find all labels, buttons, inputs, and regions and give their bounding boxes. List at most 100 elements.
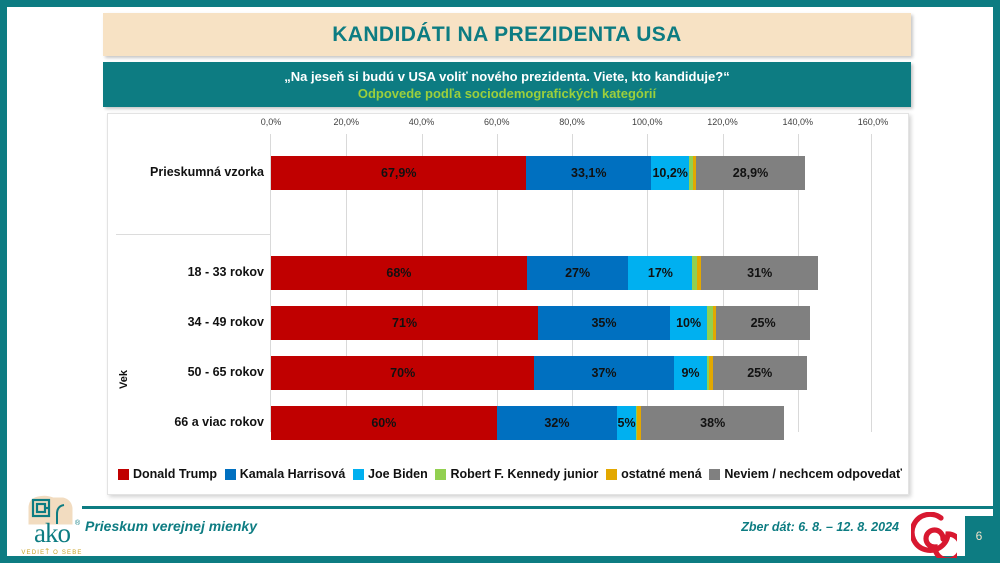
legend-item[interactable]: ostatné mená <box>606 467 702 481</box>
bar-segment: 10,2% <box>651 156 690 190</box>
bar-segment <box>692 256 697 290</box>
bar-value-label: 33,1% <box>571 166 607 180</box>
question-text: „Na jeseň si budú v USA voliť nového pre… <box>284 68 730 84</box>
ako-registered-mark: ® <box>75 520 81 527</box>
legend-swatch-icon <box>606 468 618 480</box>
bar-segment: 25% <box>712 356 807 390</box>
bar-segment: 9% <box>673 356 708 390</box>
bar-segment: 31% <box>701 256 818 290</box>
bar-segment <box>708 356 713 390</box>
legend-swatch-icon <box>435 468 447 480</box>
bar-value-label: 9% <box>681 366 700 380</box>
legend-swatch-icon <box>224 468 236 480</box>
legend-item[interactable]: Donald Trump <box>118 467 217 481</box>
bar-segment: 38% <box>641 406 785 440</box>
question-subtitle: Odpovede podľa sociodemografických kateg… <box>357 85 657 101</box>
bar-segment <box>713 306 717 340</box>
x-axis-tick: 120,0% <box>707 117 738 127</box>
bar-segment: 67,9% <box>271 156 527 190</box>
bar-value-label: 70% <box>390 366 416 380</box>
bar-value-label: 28,9% <box>732 166 769 180</box>
bar-segment: 70% <box>271 356 535 390</box>
legend-label: Neviem / nechcem odpovedať <box>724 467 902 481</box>
category-label: 50 - 65 rokov <box>187 365 264 379</box>
x-axis-tick: 140,0% <box>782 117 814 127</box>
bar-value-label: 67,9% <box>381 166 417 180</box>
bar-segment <box>696 256 702 290</box>
x-axis-tick: 20,0% <box>333 117 360 127</box>
legend-label: Donald Trump <box>133 467 218 481</box>
category-label: 34 - 49 rokov <box>187 315 264 329</box>
legend-label: ostatné mená <box>621 467 702 481</box>
ako-logo: ako ® VEDIEŤ O SEBE <box>15 494 87 564</box>
bar-segment: 32% <box>496 406 618 440</box>
chart-panel: 0,0% 20,0% 40,0% 60,0% 80,0% 100,0% 120,0% 140,… <box>107 113 909 495</box>
legend-item[interactable]: Robert F. Kennedy junior <box>435 467 598 481</box>
bar-value-label: 37% <box>591 366 617 380</box>
page-number-badge: 6 <box>965 516 993 556</box>
bar-segment: 33,1% <box>526 156 651 190</box>
legend-swatch-icon <box>118 468 129 480</box>
bar-segment: 5% <box>617 406 636 440</box>
bar-value-label: 32% <box>544 416 570 430</box>
legend-swatch-icon <box>709 468 721 480</box>
ako-head-icon <box>28 495 73 525</box>
chart-legend: Donald Trump Kamala Harrisová Joe Biden Rob… <box>118 464 902 484</box>
category-axis: Prieskumná vzorka 18 - 33 rokov 34 - 49 ro… <box>116 134 270 432</box>
bar-value-label: 10,2% <box>652 166 688 180</box>
bar-segment: 17% <box>628 256 693 290</box>
legend-swatch-icon <box>353 468 365 480</box>
legend-label: Joe Biden <box>368 467 428 481</box>
bar-row: 68% 27% 17% 31% <box>271 256 818 290</box>
bar-value-label: 25% <box>747 366 773 380</box>
bar-value-label: 38% <box>700 416 726 430</box>
page-number: 6 <box>975 529 983 543</box>
footer-left-text: Prieskum verejnej mienky <box>85 518 257 534</box>
bar-segment: 35% <box>538 306 670 340</box>
legend-label: Kamala Harrisová <box>239 467 346 481</box>
bar-row: 67,9% 33,1% 10,2% 28,9% <box>271 156 805 190</box>
legend-item[interactable]: Joe Biden <box>353 467 428 481</box>
footer-right-text: Zber dát: 6. 8. – 12. 8. 2024 <box>741 520 899 534</box>
slide-title-banner: KANDIDÁTI NA PREZIDENTA USA <box>103 13 911 56</box>
bar-segment: 27% <box>526 256 629 290</box>
x-axis-tick: 0,0% <box>260 117 282 127</box>
bar-segment: 37% <box>534 356 674 390</box>
legend-item[interactable]: Neviem / nechcem odpovedať <box>709 467 902 481</box>
bar-segment: 71% <box>271 306 539 340</box>
bar-value-label: 35% <box>591 316 617 330</box>
question-banner: „Na jeseň si budú v USA voliť nového pre… <box>103 62 911 107</box>
ako-wordmark: ako <box>34 518 71 548</box>
plot-area: 67,9% 33,1% 10,2% 28,9% 68% 27% 17% 31% 71% 35% 10… <box>271 134 871 440</box>
category-label: Prieskumná vzorka <box>150 165 264 179</box>
bar-segment: 25% <box>716 306 811 340</box>
bar-value-label: 71% <box>392 316 418 330</box>
category-label: 18 - 33 rokov <box>187 265 264 279</box>
x-axis-tick: 60,0% <box>483 117 510 127</box>
bar-segment <box>636 406 642 440</box>
x-axis-tick-labels: 0,0% 20,0% 40,0% 60,0% 80,0% 100,0% 120,0% 140,… <box>108 117 908 133</box>
red-spiral-logo-icon <box>911 512 957 558</box>
bar-segment: 60% <box>271 406 497 440</box>
bar-row: 60% 32% 5% 38% <box>271 406 785 440</box>
bar-value-label: 10% <box>676 316 702 330</box>
legend-label: Robert F. Kennedy junior <box>450 467 599 481</box>
footer-divider <box>82 506 994 509</box>
bar-value-label: 17% <box>647 266 673 280</box>
x-axis-tick: 160,0% <box>857 117 889 127</box>
axis-group-label-vek: Vek <box>118 370 130 389</box>
bar-row: 70% 37% 9% 25% <box>271 356 807 390</box>
bar-segment <box>707 306 714 340</box>
bar-value-label: 5% <box>617 416 636 430</box>
bar-segment: 28,9% <box>696 156 805 190</box>
bar-value-label: 68% <box>386 266 412 280</box>
bar-row: 71% 35% 10% 25% <box>271 306 811 340</box>
bar-segment: 10% <box>669 306 708 340</box>
x-axis-tick: 40,0% <box>408 117 435 127</box>
bar-value-label: 31% <box>747 266 773 280</box>
bar-segment: 68% <box>271 256 527 290</box>
legend-item[interactable]: Kamala Harrisová <box>224 467 346 481</box>
page-title: KANDIDÁTI NA PREZIDENTA USA <box>332 22 682 46</box>
bar-value-label: 27% <box>565 266 591 280</box>
